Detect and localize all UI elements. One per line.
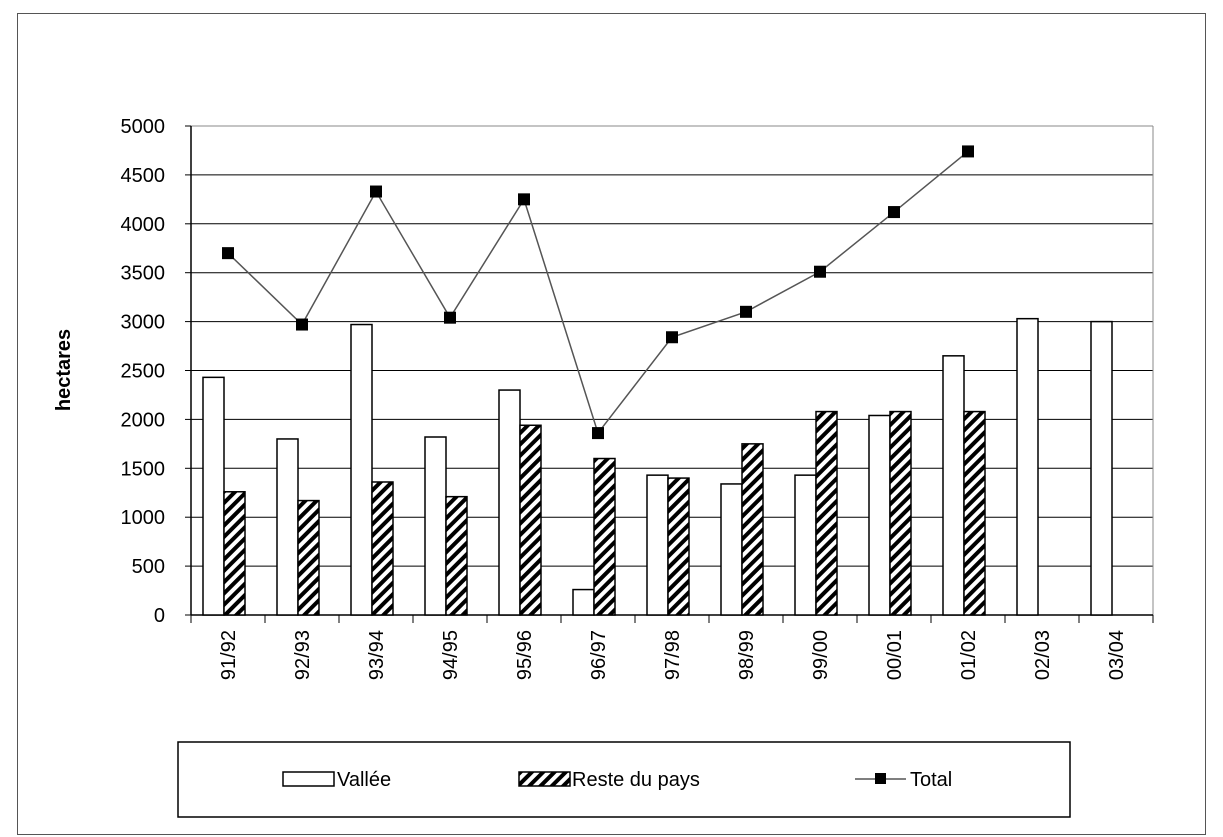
y-tick-label-3500: 3500 xyxy=(121,263,166,285)
bar-vallee-98/99 xyxy=(720,483,743,616)
bar-reste-00/01 xyxy=(889,410,912,616)
tick-labels: 0 500 1000 1500 2000 2500 3000 3500 4000 4500 5000… xyxy=(121,116,1129,680)
legend-label-reste: Reste du pays xyxy=(572,769,700,791)
bar-vallee-97/98 xyxy=(646,474,669,616)
legend-item-vallee: Vallée xyxy=(282,769,391,791)
bar-reste-92/93 xyxy=(297,499,320,616)
total-marker-01/02 xyxy=(962,145,974,158)
x-tick-label-10: 01/02 xyxy=(958,630,980,680)
legend-item-total: Total xyxy=(855,769,952,791)
bar-vallee-91/92 xyxy=(202,376,225,616)
x-tick-label-8: 99/00 xyxy=(810,630,832,680)
bar-vallee-92/93 xyxy=(276,438,299,616)
y-tick-label-3000: 3000 xyxy=(121,312,166,334)
bar-reste-99/00 xyxy=(815,410,838,616)
bar-vallee-95/96 xyxy=(498,389,521,616)
legend: Vallée Reste du pays Total xyxy=(177,741,1071,818)
bar-reste-98/99 xyxy=(741,443,764,616)
total-marker-92/93 xyxy=(296,318,308,331)
total-marker-98/99 xyxy=(740,305,752,318)
y-tick-label-1000: 1000 xyxy=(121,507,166,529)
x-tick-label-0: 91/92 xyxy=(218,630,240,680)
legend-label-total: Total xyxy=(910,769,952,791)
bar-vallee-94/95 xyxy=(424,436,447,616)
legend-label-vallee: Vallée xyxy=(337,769,391,791)
bar-reste-91/92 xyxy=(223,491,246,616)
bar-vallee-96/97 xyxy=(572,588,595,616)
y-tick-label-1500: 1500 xyxy=(121,458,166,480)
total-marker-91/92 xyxy=(222,247,234,260)
x-tick-label-9: 00/01 xyxy=(884,630,906,680)
y-tick-label-4500: 4500 xyxy=(121,165,166,187)
bar-vallee-93/94 xyxy=(350,323,373,616)
total-marker-94/95 xyxy=(444,311,456,324)
x-tick-label-6: 97/98 xyxy=(662,630,684,680)
total-line xyxy=(222,145,974,440)
bars xyxy=(202,317,1113,616)
x-tick-label-2: 93/94 xyxy=(366,630,388,680)
total-marker-99/00 xyxy=(814,265,826,278)
x-tick-label-5: 96/97 xyxy=(588,630,610,680)
total-marker-00/01 xyxy=(888,206,900,219)
x-tick-label-12: 03/04 xyxy=(1106,630,1128,680)
bar-vallee-02/03 xyxy=(1016,317,1039,616)
total-marker-95/96 xyxy=(518,193,530,206)
y-tick-label-5000: 5000 xyxy=(121,116,166,138)
x-tick-label-3: 94/95 xyxy=(440,630,462,680)
total-marker-96/97 xyxy=(592,427,604,440)
bar-vallee-03/04 xyxy=(1090,320,1113,616)
y-tick-label-500: 500 xyxy=(132,556,165,578)
y-tick-label-0: 0 xyxy=(154,605,165,627)
bar-reste-94/95 xyxy=(445,495,468,616)
bar-vallee-01/02 xyxy=(942,355,965,616)
y-tick-label-2000: 2000 xyxy=(121,409,166,431)
legend-swatch-vallee xyxy=(282,771,335,787)
legend-marker-total xyxy=(875,773,886,784)
y-tick-label-2500: 2500 xyxy=(121,361,166,383)
total-polyline xyxy=(227,150,969,435)
x-tick-label-1: 92/93 xyxy=(292,630,314,680)
legend-swatch-reste xyxy=(518,771,571,787)
bar-reste-96/97 xyxy=(593,457,616,616)
x-tick-label-4: 95/96 xyxy=(514,630,536,680)
bar-vallee-99/00 xyxy=(794,474,817,616)
y-tick-label-4000: 4000 xyxy=(121,214,166,236)
legend-item-reste: Reste du pays xyxy=(518,769,700,791)
bar-reste-95/96 xyxy=(519,424,542,616)
y-axis-label: hectares xyxy=(53,329,75,411)
x-tick-label-7: 98/99 xyxy=(736,630,758,680)
x-tick-label-11: 02/03 xyxy=(1032,630,1054,680)
total-marker-93/94 xyxy=(370,185,382,198)
bar-reste-93/94 xyxy=(371,481,394,616)
bar-reste-97/98 xyxy=(667,477,690,616)
bar-vallee-00/01 xyxy=(868,414,891,616)
bar-reste-01/02 xyxy=(963,410,986,616)
total-marker-97/98 xyxy=(666,331,678,344)
